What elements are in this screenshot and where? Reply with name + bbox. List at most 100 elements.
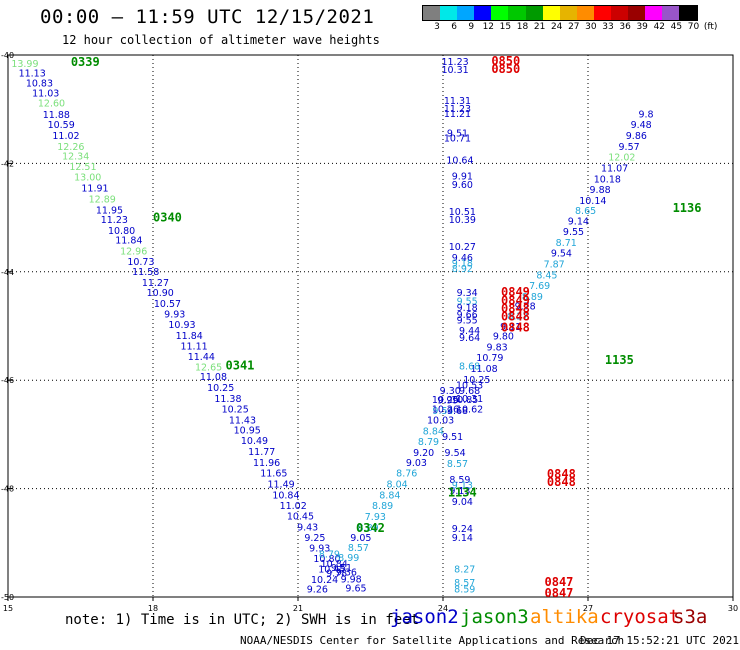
wave-height-label: 10.79 <box>476 353 503 364</box>
wave-height-label: 10.45 <box>318 565 345 576</box>
pass-time-label: 0850 <box>491 54 520 68</box>
colorbar-label: 6 <box>451 22 457 32</box>
y-tick-label: -46 <box>1 376 14 385</box>
wave-height-label: 9.43 <box>297 522 318 533</box>
wave-height-label: 10.59 <box>48 120 75 131</box>
pass-time-label: 0847 <box>545 575 574 589</box>
wave-height-label: 10.25 <box>222 405 249 416</box>
wave-height-label: 9.93 <box>309 543 330 554</box>
pass-time-label: 1135 <box>605 353 634 367</box>
wave-height-label: 8.59 <box>454 585 475 596</box>
map-grid <box>8 55 733 597</box>
wave-height-label: 11.11 <box>180 341 207 352</box>
colorbar-label: (ft) <box>703 22 718 32</box>
observation-layer: 13.9911.1310.8311.0312.6011.8810.5911.02… <box>11 57 653 596</box>
wave-height-label: 8.84 <box>423 426 444 437</box>
wave-height-label: 10.93 <box>168 320 195 331</box>
x-tick-label: 30 <box>728 604 738 613</box>
wave-height-label: 11.13 <box>19 69 46 80</box>
wave-height-label: 12.02 <box>608 153 635 164</box>
wave-height-label: 10.85 <box>451 395 478 406</box>
wave-height-label: 10.25 <box>463 375 490 386</box>
wave-height-label: 9.64 <box>459 333 480 344</box>
wave-height-label: 9.83 <box>487 342 508 353</box>
wave-height-label: 9.88 <box>590 185 611 196</box>
colorbar-label: 3 <box>434 22 440 32</box>
colorbar-swatch <box>645 6 663 20</box>
wave-height-label: 10.25 <box>207 383 234 394</box>
pass-time-label: 0848 <box>547 475 576 489</box>
pass-time-label: 0849 <box>501 285 530 299</box>
wave-height-label: 9.18 <box>457 303 478 314</box>
y-tick-label: -48 <box>1 485 14 494</box>
satellite-legend-s3a: s3a <box>673 606 708 628</box>
wave-height-label: 9.05 <box>350 533 371 544</box>
wave-height-label: 13.99 <box>11 59 38 70</box>
wave-height-label: 12.65 <box>195 362 222 373</box>
wave-height-label: 10.24 <box>311 575 338 586</box>
colorbar-label: 15 <box>499 22 512 32</box>
pass-time-label: 0847 <box>545 586 574 600</box>
wave-height-label: 10.03 <box>427 416 454 427</box>
satellite-legend-cryosat: cryosat <box>600 606 681 628</box>
pass-time-label: 0339 <box>71 55 100 69</box>
y-tick-label: -44 <box>1 268 14 277</box>
pass-time-label: 0342 <box>356 521 385 535</box>
wave-height-label: 9.04 <box>452 497 473 508</box>
x-tick-label: 27 <box>583 604 593 613</box>
wave-height-label: 8.45 <box>536 270 557 281</box>
wave-height-label: 12.89 <box>89 194 116 205</box>
wave-height-label: 8.89 <box>522 292 543 303</box>
wave-height-label: 9.18 <box>452 258 473 269</box>
wave-height-label: 8.89 <box>372 501 393 512</box>
wave-height-label: 10.90 <box>147 288 174 299</box>
y-axis-ticks: -40 -42 -44 -46 -48 -50 <box>1 51 14 602</box>
wave-height-label: 10.31 <box>441 65 468 76</box>
colorbar-label: 9 <box>468 22 475 32</box>
wave-height-label: 10.25 <box>432 395 459 406</box>
colorbar-swatch <box>525 6 543 20</box>
colorbar-label: 30 <box>585 22 597 32</box>
colorbar-label: 70 <box>687 22 700 32</box>
wave-height-label: 11.44 <box>188 352 215 363</box>
colorbar-swatch <box>423 6 441 20</box>
wave-height-label: 9.98 <box>341 574 362 585</box>
wave-height-label: 9.20 <box>413 448 434 459</box>
colorbar-label: 42 <box>653 22 666 32</box>
wave-height-label: 10.14 <box>579 196 606 207</box>
map-frame <box>7 54 734 598</box>
wave-height-label: 12.51 <box>69 162 96 173</box>
wave-height-label: 11.07 <box>601 164 628 175</box>
colorbar-label: 18 <box>516 22 529 32</box>
colorbar-swatch <box>474 6 492 20</box>
wave-height-label: 9.78 <box>515 302 536 313</box>
wave-height-label: 8.59 <box>449 475 470 486</box>
wave-height-label: 10.26 <box>432 405 459 416</box>
wave-height-label: 9.24 <box>452 524 473 535</box>
wave-height-label: 10.53 <box>456 380 483 391</box>
y-tick-label: -40 <box>1 51 14 60</box>
wave-height-label: 7.87 <box>544 259 565 270</box>
wave-height-label: 9.86 <box>626 131 647 142</box>
x-tick-label: 24 <box>438 604 448 613</box>
x-tick-label: 18 <box>148 604 158 613</box>
wave-height-label: 9.57 <box>619 142 640 153</box>
satellite-legend-jason3: jason3 <box>460 606 529 628</box>
wave-height-label: 11.02 <box>280 501 307 512</box>
wave-height-label: 8.57 <box>447 459 468 470</box>
wave-height-label: 9.11 <box>500 322 521 333</box>
colorbar-label: 39 <box>636 22 648 32</box>
wave-height-label: 9.54 <box>445 448 466 459</box>
colorbar-label: 36 <box>619 22 631 32</box>
wave-height-label: 13.00 <box>74 173 101 184</box>
wave-height-label: 8.57 <box>454 578 475 589</box>
wave-height-label: 10.45 <box>287 511 314 522</box>
wave-height-label: 10.84 <box>321 559 348 570</box>
wave-height-label: 9.26 <box>307 585 328 596</box>
page-subtitle: 12 hour collection of altimeter wave hei… <box>62 33 380 47</box>
wave-height-label: 12.96 <box>120 246 147 257</box>
y-tick-label: -50 <box>1 593 14 602</box>
pass-time-label: 0848 <box>547 467 576 481</box>
